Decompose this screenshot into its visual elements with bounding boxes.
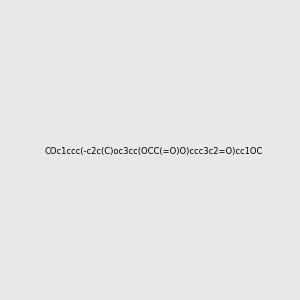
- Text: COc1ccc(-c2c(C)oc3cc(OCC(=O)O)ccc3c2=O)cc1OC: COc1ccc(-c2c(C)oc3cc(OCC(=O)O)ccc3c2=O)c…: [45, 147, 263, 156]
